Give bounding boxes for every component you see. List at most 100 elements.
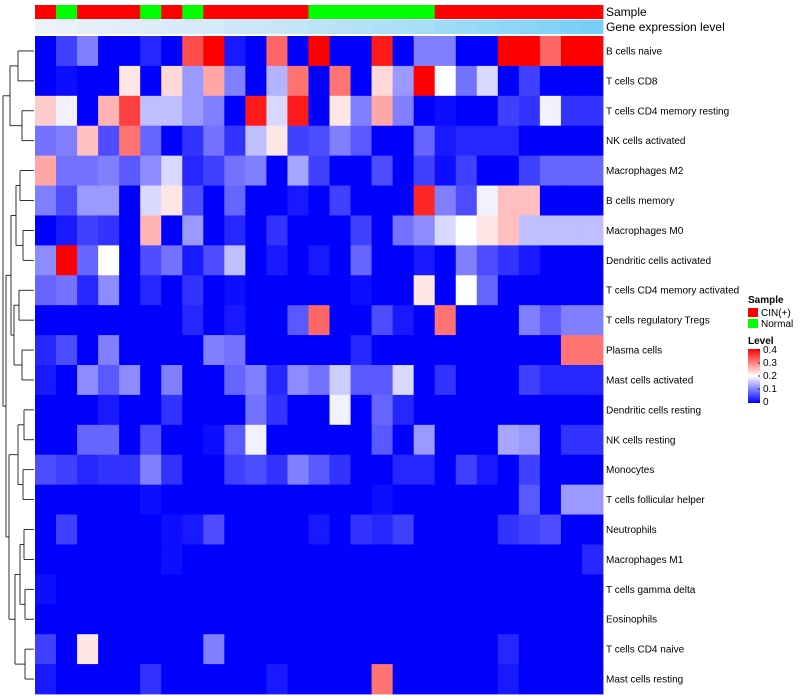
expression-annotation-cell: [497, 20, 520, 34]
heatmap-cell: [350, 544, 372, 575]
heatmap-cell: [518, 95, 541, 127]
heatmap-cell: [518, 215, 541, 246]
heatmap-cell: [476, 454, 499, 486]
heatmap-cell: [308, 95, 330, 127]
heatmap-cell: [98, 245, 120, 276]
heatmap-cell: [35, 275, 57, 306]
heatmap-cell: [497, 574, 520, 605]
heatmap-cell: [140, 245, 162, 276]
heatmap-cell: [35, 514, 57, 545]
heatmap-cell: [140, 335, 162, 366]
heatmap-cell: [413, 604, 436, 635]
heatmap-cell: [119, 215, 141, 246]
heatmap-cell: [329, 634, 351, 665]
heatmap-cell: [350, 275, 372, 306]
heatmap-cell: [140, 305, 162, 336]
sample-annotation-cell: [224, 5, 246, 19]
expression-annotation-cell: [224, 20, 246, 34]
heatmap-cell: [350, 365, 372, 396]
heatmap-cell: [56, 604, 78, 635]
heatmap-cell: [371, 544, 394, 575]
heatmap-cell: [98, 155, 120, 186]
heatmap-cell: [140, 36, 162, 67]
heatmap-cell: [350, 125, 372, 157]
heatmap-cell: [98, 185, 120, 216]
heatmap-cell: [182, 394, 204, 426]
heatmap-cell: [77, 664, 99, 695]
legend-level-colorbar: [748, 349, 760, 403]
heatmap-cell: [434, 634, 457, 665]
heatmap-cell: [245, 335, 267, 366]
heatmap-cell: [287, 634, 309, 665]
heatmap-cell: [56, 514, 78, 545]
heatmap-cell: [497, 335, 520, 366]
heatmap-cell: [476, 95, 499, 127]
heatmap-cell: [35, 664, 57, 695]
heatmap-cell: [119, 454, 141, 486]
heatmap-cell: [329, 245, 351, 276]
heatmap-cell: [224, 305, 246, 336]
heatmap-cell: [35, 634, 57, 665]
heatmap-cell: [434, 574, 457, 605]
heatmap-cell: [287, 36, 309, 67]
heatmap-cell: [140, 95, 162, 127]
heatmap-cell: [245, 454, 267, 486]
row-label: Dendritic cells resting: [606, 405, 701, 416]
heatmap-cell: [77, 394, 99, 426]
heatmap-cell: [329, 275, 351, 306]
expression-annotation-cell: [371, 20, 394, 34]
heatmap-cell: [287, 664, 309, 695]
heatmap-cell: [77, 365, 99, 396]
heatmap-cell: [161, 245, 183, 276]
heatmap-cell: [287, 544, 309, 575]
heatmap-cell: [161, 365, 183, 396]
heatmap-cell: [56, 185, 78, 216]
heatmap-cell: [161, 634, 183, 665]
sample-annotation-cell: [308, 5, 330, 19]
legend-tick-label-0-2: 0.2: [763, 371, 777, 382]
heatmap-cell: [161, 604, 183, 635]
heatmap-cell: [350, 155, 372, 186]
heatmap-cell: [35, 335, 57, 366]
heatmap-cell: [560, 305, 583, 336]
heatmap-cell: [392, 125, 415, 157]
heatmap-cell: [224, 664, 246, 695]
heatmap-cell: [329, 424, 351, 456]
heatmap-cell: [581, 424, 604, 456]
row-label: Macrophages M0: [606, 226, 684, 237]
sample-annotation-cell: [182, 5, 204, 19]
expression-annotation-cell: [161, 20, 183, 34]
heatmap-cell: [539, 155, 562, 186]
heatmap-cell: [539, 514, 562, 545]
heatmap-cell: [56, 634, 78, 665]
heatmap-cell: [224, 155, 246, 186]
heatmap-cell: [497, 65, 520, 97]
heatmap-cell: [161, 65, 183, 97]
heatmap-cell: [497, 215, 520, 246]
heatmap-cell: [476, 664, 499, 695]
heatmap-cell: [140, 664, 162, 695]
heatmap-cell: [413, 215, 436, 246]
heatmap-cell: [182, 185, 204, 216]
heatmap-cell: [77, 634, 99, 665]
heatmap-cell: [182, 305, 204, 336]
expression-annotation-cell: [56, 20, 78, 34]
heatmap-cell: [497, 185, 520, 216]
heatmap-cell: [518, 394, 541, 426]
heatmap-cell: [455, 634, 478, 665]
heatmap-cell: [224, 604, 246, 635]
heatmap-cell: [329, 664, 351, 695]
heatmap-cell: [266, 514, 288, 545]
heatmap-cell: [287, 424, 309, 456]
heatmap-cell: [518, 275, 541, 306]
heatmap-cell: [350, 664, 372, 695]
heatmap-cell: [392, 634, 415, 665]
heatmap-cell: [539, 215, 562, 246]
heatmap-cell: [35, 544, 57, 575]
heatmap-cell: [581, 95, 604, 127]
heatmap-cell: [56, 275, 78, 306]
heatmap-cell: [266, 215, 288, 246]
heatmap-cell: [560, 245, 583, 276]
heatmap-cell: [140, 484, 162, 515]
heatmap-cell: [434, 275, 457, 306]
